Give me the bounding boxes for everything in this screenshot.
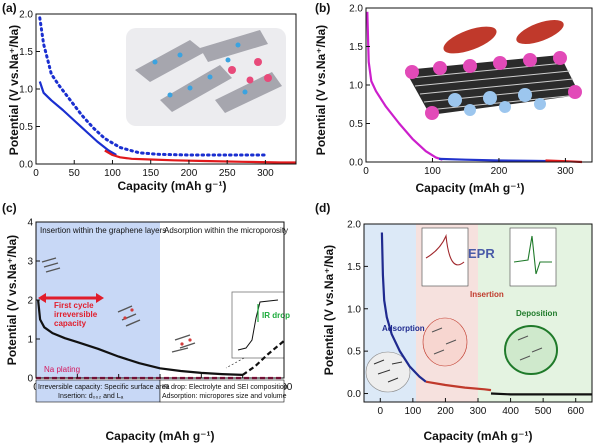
xlabel-c: Capacity (mAh g⁻¹)	[105, 429, 214, 443]
x-tick-label: 50	[69, 168, 81, 179]
epr-inset-deposition	[509, 227, 557, 287]
series-line-0	[38, 81, 117, 156]
x-tick-label: 250	[219, 168, 236, 179]
y-tick-label: 0.5	[349, 119, 363, 130]
panel-tag-a: (a)	[2, 1, 17, 15]
xlabel-b: Capacity (mAh g⁻¹)	[415, 181, 524, 195]
y-tick-label: 2	[27, 296, 33, 307]
region-right-label: Adsorption within the microporosity	[164, 226, 288, 235]
deposition-particle	[504, 325, 558, 375]
x-tick-label: 300	[557, 166, 574, 177]
x-tick-label: 200	[491, 166, 508, 177]
layered-illustration-b	[405, 19, 582, 120]
panel-a: (a) 0 50 100 150 200 250 300 0.0 0.5 1.0 1.5 2.0 Ca…	[2, 1, 297, 193]
ylabel-a: Potential (V vs.Na⁺/Na)	[7, 25, 21, 155]
first-cycle-line-1: First cycle	[54, 301, 94, 310]
first-cycle-line-2: irreversible	[54, 310, 98, 319]
plot-b: 0 100 200 300 0.0 0.5 1.0 1.5 2.0	[349, 4, 593, 177]
deposition-label: Deposition	[516, 309, 557, 318]
x-tick-label: 0	[363, 166, 369, 177]
y-tick-label: 0.0	[19, 160, 33, 171]
series-line-1	[425, 380, 492, 392]
y-tick-label: 2.0	[347, 220, 361, 231]
x-tick-label: 150	[142, 168, 159, 179]
region-left-label: Insertion within the graphene layers	[40, 226, 166, 235]
panel-d: (d) EPR Insertion Deposition Adsorption	[315, 201, 593, 443]
y-tick-label: 1	[27, 335, 33, 346]
adsorption-label: Adsorption	[382, 324, 425, 333]
sheet-illustration-a	[126, 28, 286, 126]
insertion-label: Insertion	[470, 290, 504, 299]
box-left-line-1: Irreversible capacity: Specific surface …	[38, 384, 170, 391]
x-tick-label: 600	[567, 406, 584, 417]
y-tick-label: 1.5	[347, 262, 361, 273]
series-line-0	[366, 11, 443, 161]
ylabel-d: Potential (V vs.Na⁺/Na)	[322, 245, 336, 375]
panel-tag-c: (c)	[2, 201, 17, 215]
sheet-cluster-icons-c	[41, 257, 196, 353]
y-tick-label: 1.5	[19, 47, 33, 58]
x-tick-label: 300	[257, 168, 274, 179]
x-tick-label: 300	[470, 406, 487, 417]
adsorption-particle	[365, 351, 411, 393]
series-line-2	[490, 392, 592, 396]
series-line-0	[380, 232, 427, 383]
series-line-2	[104, 149, 296, 164]
y-tick-label: 1.0	[349, 81, 363, 92]
y-tick-label: 2.0	[349, 4, 363, 15]
panel-tag-d: (d)	[315, 201, 330, 215]
epr-inset-insertion	[421, 227, 469, 287]
panel-tag-b: (b)	[315, 1, 330, 15]
xlabel-d: Capacity (mAh g⁻¹)	[423, 429, 532, 443]
first-cycle-arrow	[38, 293, 104, 303]
plot-d: 0 100 200 300 400 500 600 0.0 0.5 1.0 1.5 2.0	[347, 220, 593, 417]
y-tick-label: 0	[27, 374, 33, 385]
plot-a: 0 50 100 150 200 250 300 0.0 0.5 1.0 1.5 2.0	[19, 10, 297, 179]
ion-dots-c	[123, 308, 192, 346]
y-tick-label: 1.5	[349, 42, 363, 53]
y-tick-label: 1.0	[19, 85, 33, 96]
series-line-1	[38, 16, 267, 157]
insertion-particle	[422, 317, 468, 367]
y-tick-label: 2.0	[19, 10, 33, 21]
series-line-0	[37, 299, 243, 376]
x-tick-label: 400	[502, 406, 519, 417]
panel-b: (b) 0 100 200 300 0.0 0.5 1.0 1.5 2.0	[314, 1, 593, 195]
y-tick-label: 0.0	[349, 158, 363, 169]
box-right-line-1: IR drop: Electrolyte and SEI composition	[162, 384, 288, 391]
y-tick-label: 3	[27, 257, 33, 268]
box-left-line-2: Insertion: d₀₀₂ and Lₐ	[58, 393, 124, 400]
x-tick-label: 100	[405, 406, 422, 417]
xlabel-a: Capacity (mAh g⁻¹)	[117, 179, 226, 193]
x-tick-label: 0	[33, 168, 39, 179]
explanation-boxes-c	[35, 379, 285, 403]
x-tick-label: 100	[104, 168, 121, 179]
first-cycle-line-3: capacity	[54, 319, 87, 328]
na-plating-label: Na plating	[44, 365, 80, 374]
epr-label: EPR	[468, 246, 495, 261]
ir-drop-label: IR drop	[262, 311, 290, 320]
x-tick-label: 0	[378, 406, 384, 417]
y-tick-label: 4	[27, 218, 33, 229]
x-tick-label: 500	[535, 406, 552, 417]
ylabel-c: Potential (V vs.Na⁺/Na)	[5, 235, 19, 365]
ylabel-b: Potential (V vs.Na⁺/Na)	[314, 25, 328, 155]
y-tick-label: 0.5	[347, 347, 361, 358]
panel-c: (c) Insertion within the graphene layers…	[2, 201, 293, 443]
series-line-1	[242, 340, 285, 376]
x-tick-label: 200	[181, 168, 198, 179]
x-tick-label: 200	[437, 406, 454, 417]
y-tick-label: 1.0	[347, 304, 361, 315]
y-tick-label: 0.0	[347, 389, 361, 400]
box-right-line-2: Adsorption: micropores size and volume	[162, 393, 287, 400]
ir-drop-inset	[225, 291, 285, 369]
x-tick-label: 100	[424, 166, 441, 177]
y-tick-label: 0.5	[19, 122, 33, 133]
